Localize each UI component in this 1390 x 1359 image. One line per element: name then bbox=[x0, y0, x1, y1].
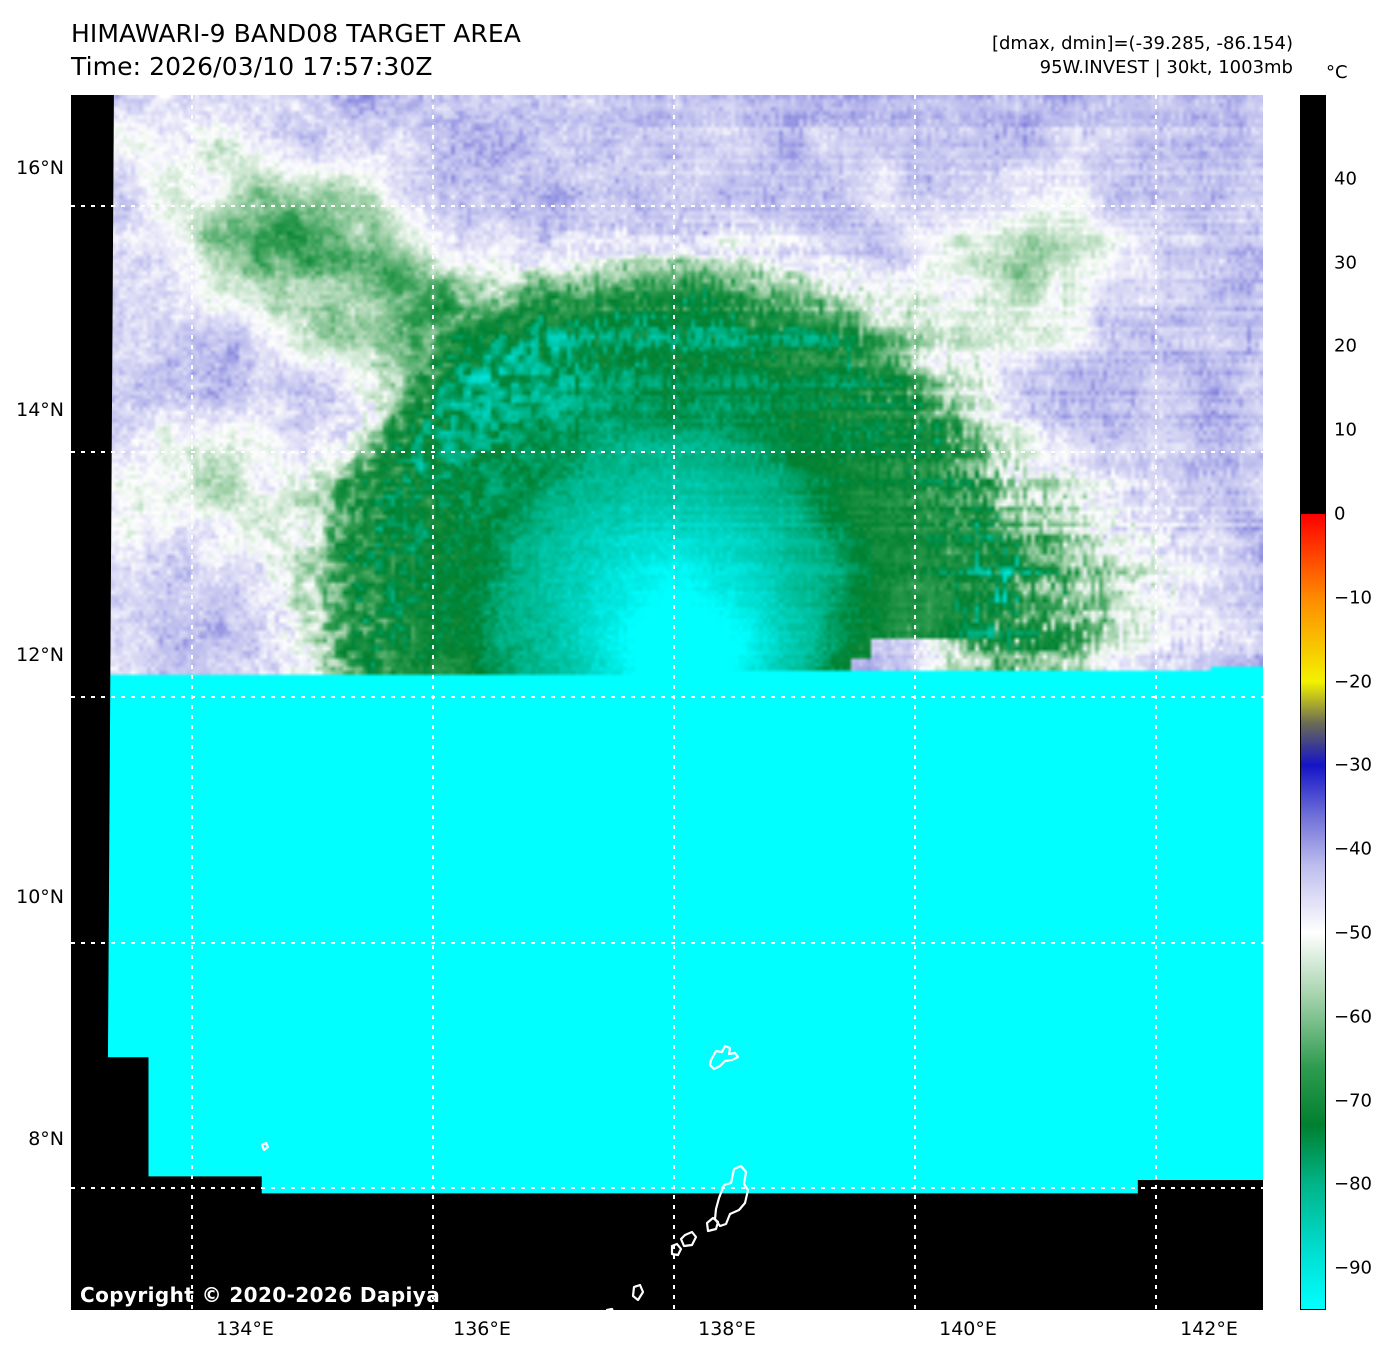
satellite-data-region bbox=[71, 95, 1263, 1310]
longitude-tick-label: 134°E bbox=[216, 1318, 274, 1340]
colorbar-tick-label: −80 bbox=[1334, 1173, 1372, 1195]
metadata-block: [dmax, dmin]=(-39.285, -86.154) 95W.INVE… bbox=[992, 32, 1293, 80]
latitude-tick-label: 16°N bbox=[16, 157, 64, 179]
colorbar-tick-label: 0 bbox=[1334, 503, 1346, 525]
longitude-tick-label: 142°E bbox=[1180, 1318, 1238, 1340]
observation-time: Time: 2026/03/10 17:57:30Z bbox=[71, 51, 433, 81]
colorbar-tick-label: −30 bbox=[1334, 754, 1372, 776]
colorbar-tick-label: 10 bbox=[1334, 419, 1357, 441]
temperature-colorbar bbox=[1300, 95, 1326, 1310]
colorbar-unit-label: °C bbox=[1326, 62, 1348, 83]
colorbar-tick-label: 30 bbox=[1334, 252, 1357, 274]
latitude-tick-label: 10°N bbox=[16, 886, 64, 908]
longitude-tick-label: 136°E bbox=[453, 1318, 511, 1340]
colorbar-tick-label: −60 bbox=[1334, 1006, 1372, 1028]
colorbar-tick-label: −90 bbox=[1334, 1257, 1372, 1279]
longitude-tick-label: 138°E bbox=[698, 1318, 756, 1340]
colorbar-tick-label: −10 bbox=[1334, 587, 1372, 609]
colorbar-tick-label: −50 bbox=[1334, 922, 1372, 944]
colorbar-tick-label: 40 bbox=[1334, 168, 1357, 190]
colorbar-tick-label: −40 bbox=[1334, 838, 1372, 860]
colorbar-tick-label: −20 bbox=[1334, 671, 1372, 693]
latitude-tick-label: 12°N bbox=[16, 644, 64, 666]
page-title: HIMAWARI-9 BAND08 TARGET AREA bbox=[71, 19, 521, 48]
storm-info: 95W.INVEST | 30kt, 1003mb bbox=[1039, 56, 1293, 78]
latitude-tick-label: 8°N bbox=[28, 1128, 64, 1150]
copyright-notice: Copyright © 2020-2026 Dapiya bbox=[80, 1283, 441, 1307]
title-block: HIMAWARI-9 BAND08 TARGET AREA Time: 2026… bbox=[71, 18, 521, 83]
colorbar-tick-label: −70 bbox=[1334, 1090, 1372, 1112]
longitude-tick-label: 140°E bbox=[939, 1318, 997, 1340]
dmax-dmin-readout: [dmax, dmin]=(-39.285, -86.154) bbox=[991, 33, 1293, 54]
satellite-plot bbox=[71, 95, 1263, 1310]
latitude-tick-label: 14°N bbox=[16, 399, 64, 421]
colorbar-tick-label: 20 bbox=[1334, 335, 1357, 357]
brightness-temperature-field bbox=[107, 95, 1263, 1194]
